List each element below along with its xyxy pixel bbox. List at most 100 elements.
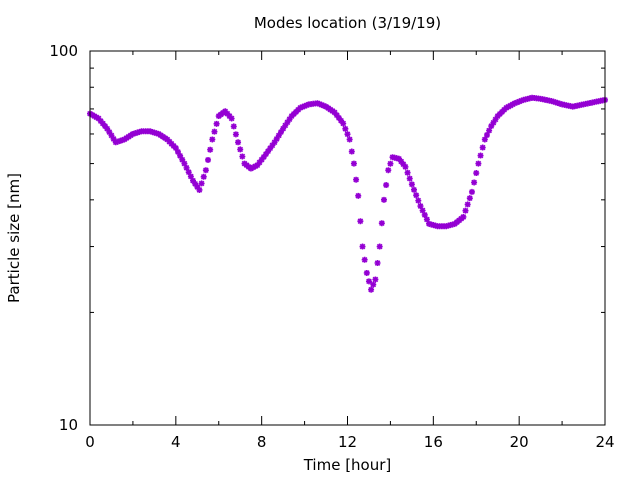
data-point — [102, 123, 109, 130]
data-point — [280, 125, 287, 132]
chart-title: Modes location (3/19/19) — [253, 14, 442, 32]
data-point — [387, 160, 394, 167]
data-point — [256, 159, 263, 166]
tick-labels: 0 4 8 12 16 20 24 10 100 — [49, 42, 614, 451]
data-point — [516, 98, 523, 105]
data-point — [374, 260, 381, 267]
data-point — [237, 146, 244, 153]
data-point — [483, 132, 490, 139]
data-point — [172, 145, 179, 152]
data-point — [333, 112, 340, 119]
x-tick-label: 8 — [257, 433, 267, 451]
data-point — [232, 131, 239, 138]
data-point — [235, 139, 242, 146]
data-point — [273, 135, 280, 142]
x-tick-label: 4 — [171, 433, 181, 451]
data-point — [331, 109, 338, 116]
data-point — [196, 186, 203, 193]
data-point — [396, 155, 402, 162]
y-axis-label: Particle size [nm] — [5, 173, 23, 303]
data-point — [475, 160, 482, 167]
data-point — [99, 120, 106, 127]
data-point — [205, 156, 212, 163]
data-point — [230, 123, 237, 130]
data-point — [277, 129, 284, 136]
data-point — [348, 148, 355, 155]
x-tick-label: 0 — [85, 433, 95, 451]
data-point — [376, 243, 383, 250]
data-point — [209, 136, 216, 143]
data-point — [318, 101, 325, 108]
data-point — [361, 256, 368, 263]
data-point — [353, 176, 360, 183]
data-point — [303, 102, 310, 109]
data-point — [228, 115, 235, 122]
data-point — [174, 148, 181, 155]
data-point — [468, 188, 475, 195]
data-point — [466, 195, 473, 202]
data-point — [335, 114, 342, 121]
data-point — [183, 164, 190, 171]
data-point — [518, 97, 525, 104]
data-point — [260, 153, 267, 160]
data-point — [477, 152, 484, 159]
data-point — [423, 216, 430, 223]
data-point — [383, 182, 390, 189]
data-point — [378, 220, 385, 227]
data-point — [346, 136, 353, 143]
data-point — [262, 151, 269, 158]
data-point — [473, 170, 480, 177]
data-point — [213, 120, 220, 127]
data-point — [415, 197, 422, 204]
data-point — [258, 156, 265, 163]
data-point — [185, 169, 192, 176]
data-point — [413, 192, 420, 199]
data-point — [179, 156, 186, 163]
plot-frame — [89, 50, 606, 426]
data-point — [194, 183, 201, 190]
data-point — [269, 142, 276, 149]
data-point — [514, 99, 521, 106]
data-point — [460, 213, 467, 220]
data-point — [187, 173, 194, 180]
data-point — [108, 132, 115, 139]
y-tick-label: 10 — [59, 416, 78, 434]
data-point — [198, 180, 205, 187]
data-point — [224, 110, 231, 117]
data-point — [301, 103, 308, 110]
data-point — [372, 276, 379, 283]
x-axis-label: Time [hour] — [303, 456, 392, 474]
data-point — [104, 125, 111, 132]
data-point — [464, 201, 471, 208]
data-point — [350, 160, 357, 167]
data-point — [254, 162, 261, 169]
data-point — [408, 181, 415, 188]
data-point — [181, 160, 188, 167]
x-tick-label: 12 — [338, 433, 357, 451]
data-point — [490, 119, 497, 126]
data-point — [97, 118, 104, 125]
tick-marks — [89, 50, 606, 426]
data-point — [342, 125, 349, 132]
x-tick-label: 16 — [424, 433, 443, 451]
y-tick-label: 100 — [49, 42, 78, 60]
data-point — [471, 179, 478, 186]
x-tick-label: 24 — [595, 433, 614, 451]
x-tick-label: 20 — [510, 433, 529, 451]
data-point — [282, 122, 289, 129]
data-point — [481, 136, 488, 143]
data-point — [320, 102, 327, 109]
data-point — [370, 281, 377, 288]
data-point — [190, 177, 196, 184]
data-point — [226, 113, 233, 120]
data-point — [411, 186, 418, 193]
data-point — [488, 123, 495, 130]
data-point — [207, 146, 214, 153]
data-point — [338, 117, 345, 124]
data-point — [402, 163, 409, 170]
data-point — [95, 115, 102, 122]
data-point — [363, 269, 370, 276]
data-point — [239, 153, 246, 160]
data-point — [400, 161, 407, 168]
